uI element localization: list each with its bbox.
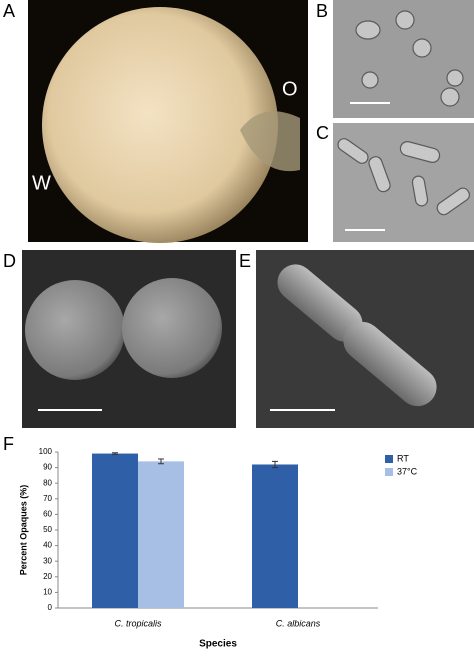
- panel-c-image: [333, 123, 474, 242]
- legend-swatch: [385, 455, 393, 463]
- y-tick-label: 100: [39, 447, 53, 456]
- y-tick-label: 10: [43, 588, 52, 597]
- y-tick-label: 20: [43, 572, 52, 581]
- x-axis-label: Species: [199, 639, 237, 650]
- opaque-cell-sem: [277, 264, 363, 342]
- panel-label: F: [3, 434, 14, 454]
- colony: [42, 7, 278, 243]
- panel-label: A: [3, 1, 15, 21]
- y-tick-label: 30: [43, 556, 52, 565]
- y-tick-label: 90: [43, 463, 52, 472]
- y-tick-label: 50: [43, 525, 52, 534]
- x-tick-label: C. albicans: [276, 618, 321, 628]
- panel-label: C: [316, 123, 329, 143]
- white-cells: [355, 10, 464, 107]
- white-cell-sem: [25, 280, 125, 380]
- panel-label: D: [3, 251, 16, 271]
- opaque-sector: [240, 111, 300, 172]
- error-bar: [158, 458, 164, 465]
- bar: [252, 464, 298, 608]
- y-axis-label: Percent Opaques (%): [18, 485, 28, 576]
- opaque-cells: [337, 138, 471, 216]
- error-bar: [272, 460, 278, 469]
- y-tick-label: 60: [43, 510, 52, 519]
- y-tick-label: 80: [43, 478, 52, 487]
- panel-label: E: [239, 251, 251, 271]
- error-bar: [112, 452, 118, 455]
- legend-swatch: [385, 468, 393, 476]
- annotation: O: [282, 78, 298, 100]
- y-tick-label: 70: [43, 494, 52, 503]
- y-tick-label: 40: [43, 541, 52, 550]
- y-tick-label: 0: [48, 603, 53, 612]
- bar: [138, 461, 184, 608]
- panel-label: B: [316, 1, 328, 21]
- legend-label: RT: [397, 453, 409, 463]
- annotation: W: [32, 172, 51, 194]
- white-cell-sem: [122, 278, 222, 378]
- bar: [92, 453, 138, 608]
- opaque-cell-sem: [343, 321, 437, 407]
- x-tick-label: C. tropicalis: [114, 618, 162, 628]
- legend-label: 37°C: [397, 466, 418, 476]
